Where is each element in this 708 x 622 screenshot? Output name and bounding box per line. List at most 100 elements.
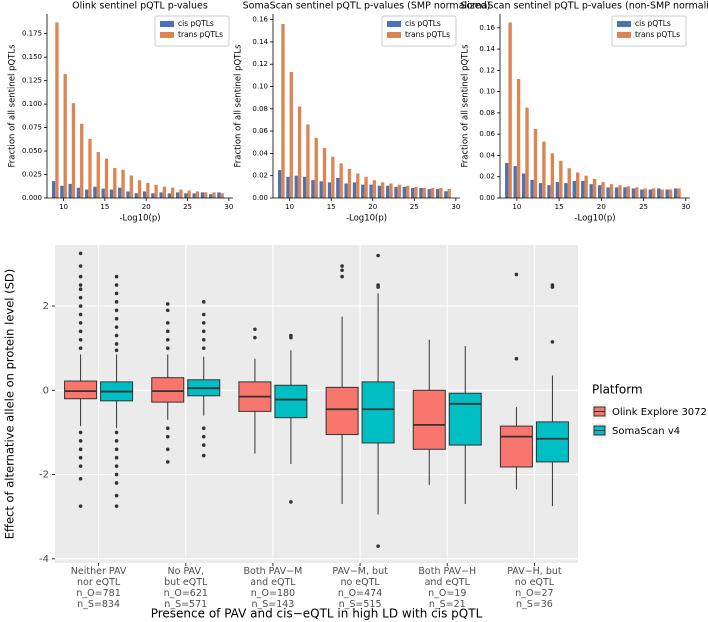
x-tick-label: Both PAV−H and eQTL n_O=19 n_S=21 (418, 566, 477, 610)
bar (68, 183, 72, 198)
bar (673, 188, 678, 198)
x-tick-label: PAV−H, but no eQTL n_O=27 n_S=36 (507, 566, 562, 610)
bar (327, 182, 332, 198)
bar (76, 187, 81, 198)
box (64, 380, 98, 400)
outlier (114, 308, 119, 313)
legend-label: trans pQTLs (635, 30, 680, 39)
bar (109, 189, 114, 198)
outlier (114, 504, 119, 508)
y-tick-label: 0.12 (252, 60, 268, 68)
outlier (165, 321, 170, 325)
bar (447, 189, 451, 198)
x-tick-label: 25 (183, 203, 192, 211)
bar (126, 191, 130, 198)
outlier (114, 464, 119, 468)
bar (113, 167, 117, 198)
bar (187, 190, 191, 198)
y-axis-label: Fraction of all sentinel pQTLs (8, 44, 18, 168)
bar (331, 156, 335, 198)
outlier (78, 312, 83, 317)
outlier (550, 340, 555, 344)
bar (547, 185, 551, 198)
bar (606, 187, 610, 198)
legend-label: trans pQTLs (178, 30, 223, 39)
y-tick-label: 0.00 (479, 194, 495, 202)
bar (336, 177, 340, 198)
x-tick-label: 30 (681, 203, 690, 211)
bar (581, 180, 585, 198)
bar (640, 189, 644, 198)
bar (402, 186, 406, 198)
outlier (114, 439, 119, 443)
y-tick-label: 0.04 (252, 149, 268, 157)
bar (410, 187, 415, 198)
x-tick-label: Neither PAV nor eQTL n_O=781 n_S=834 (70, 566, 127, 610)
bar (623, 187, 627, 198)
bar (306, 124, 310, 198)
outlier (253, 327, 257, 332)
bar (352, 182, 357, 198)
bar (286, 176, 290, 198)
bar (660, 189, 664, 198)
y-tick-label: 0.14 (252, 38, 268, 46)
bar (508, 22, 512, 199)
y-tick-label: 0.00 (252, 194, 268, 202)
y-tick-label: 0.12 (479, 66, 495, 74)
x-tick-label: 15 (100, 203, 109, 211)
x-tick-label: 10 (285, 203, 294, 211)
bar (652, 188, 656, 198)
bar (631, 188, 636, 198)
outlier (340, 264, 344, 268)
y-tick-label: 0.06 (479, 130, 495, 138)
bar (344, 183, 348, 198)
box (499, 425, 533, 468)
bar (289, 71, 293, 198)
bar (521, 173, 526, 198)
x-tick-label: 25 (639, 203, 648, 211)
bar (192, 193, 196, 198)
box (535, 421, 569, 463)
outlier (78, 476, 83, 481)
outlier (289, 335, 293, 340)
bar (559, 160, 563, 198)
outlier (78, 346, 83, 350)
outlier (165, 329, 170, 334)
bar (142, 191, 147, 198)
chart-title: SomaScan sentinel pQTL p-values (SMP nor… (243, 1, 491, 12)
bar (356, 173, 360, 198)
bar (361, 184, 365, 198)
bar (104, 158, 109, 198)
bar (162, 186, 167, 198)
bar (626, 186, 631, 198)
box (325, 386, 359, 436)
outlier (550, 285, 555, 289)
outlier (340, 274, 344, 279)
bar (533, 128, 538, 198)
outlier (114, 342, 119, 346)
bar (525, 107, 529, 198)
y-tick-label: 0.04 (479, 151, 495, 159)
outlier (376, 285, 380, 289)
bar (63, 74, 67, 198)
bar (347, 169, 352, 198)
bar (538, 183, 543, 198)
outlier (165, 337, 170, 342)
outlier (201, 329, 206, 334)
y-tick-label: 0.16 (479, 24, 495, 32)
y-axis-label: Fraction of all sentinel pQTLs (461, 44, 471, 168)
bar (195, 191, 200, 198)
bar (513, 166, 517, 198)
outlier (114, 316, 119, 321)
bar (101, 188, 105, 198)
legend-swatch (617, 21, 631, 27)
box (151, 377, 185, 403)
outlier (114, 447, 119, 452)
y-tick-label: 0 (43, 385, 49, 396)
bar (175, 192, 180, 198)
x-tick-label: 20 (142, 203, 151, 211)
bar (643, 188, 647, 198)
x-tick-label: 10 (59, 203, 68, 211)
bar (564, 183, 568, 198)
outlier (165, 302, 170, 306)
